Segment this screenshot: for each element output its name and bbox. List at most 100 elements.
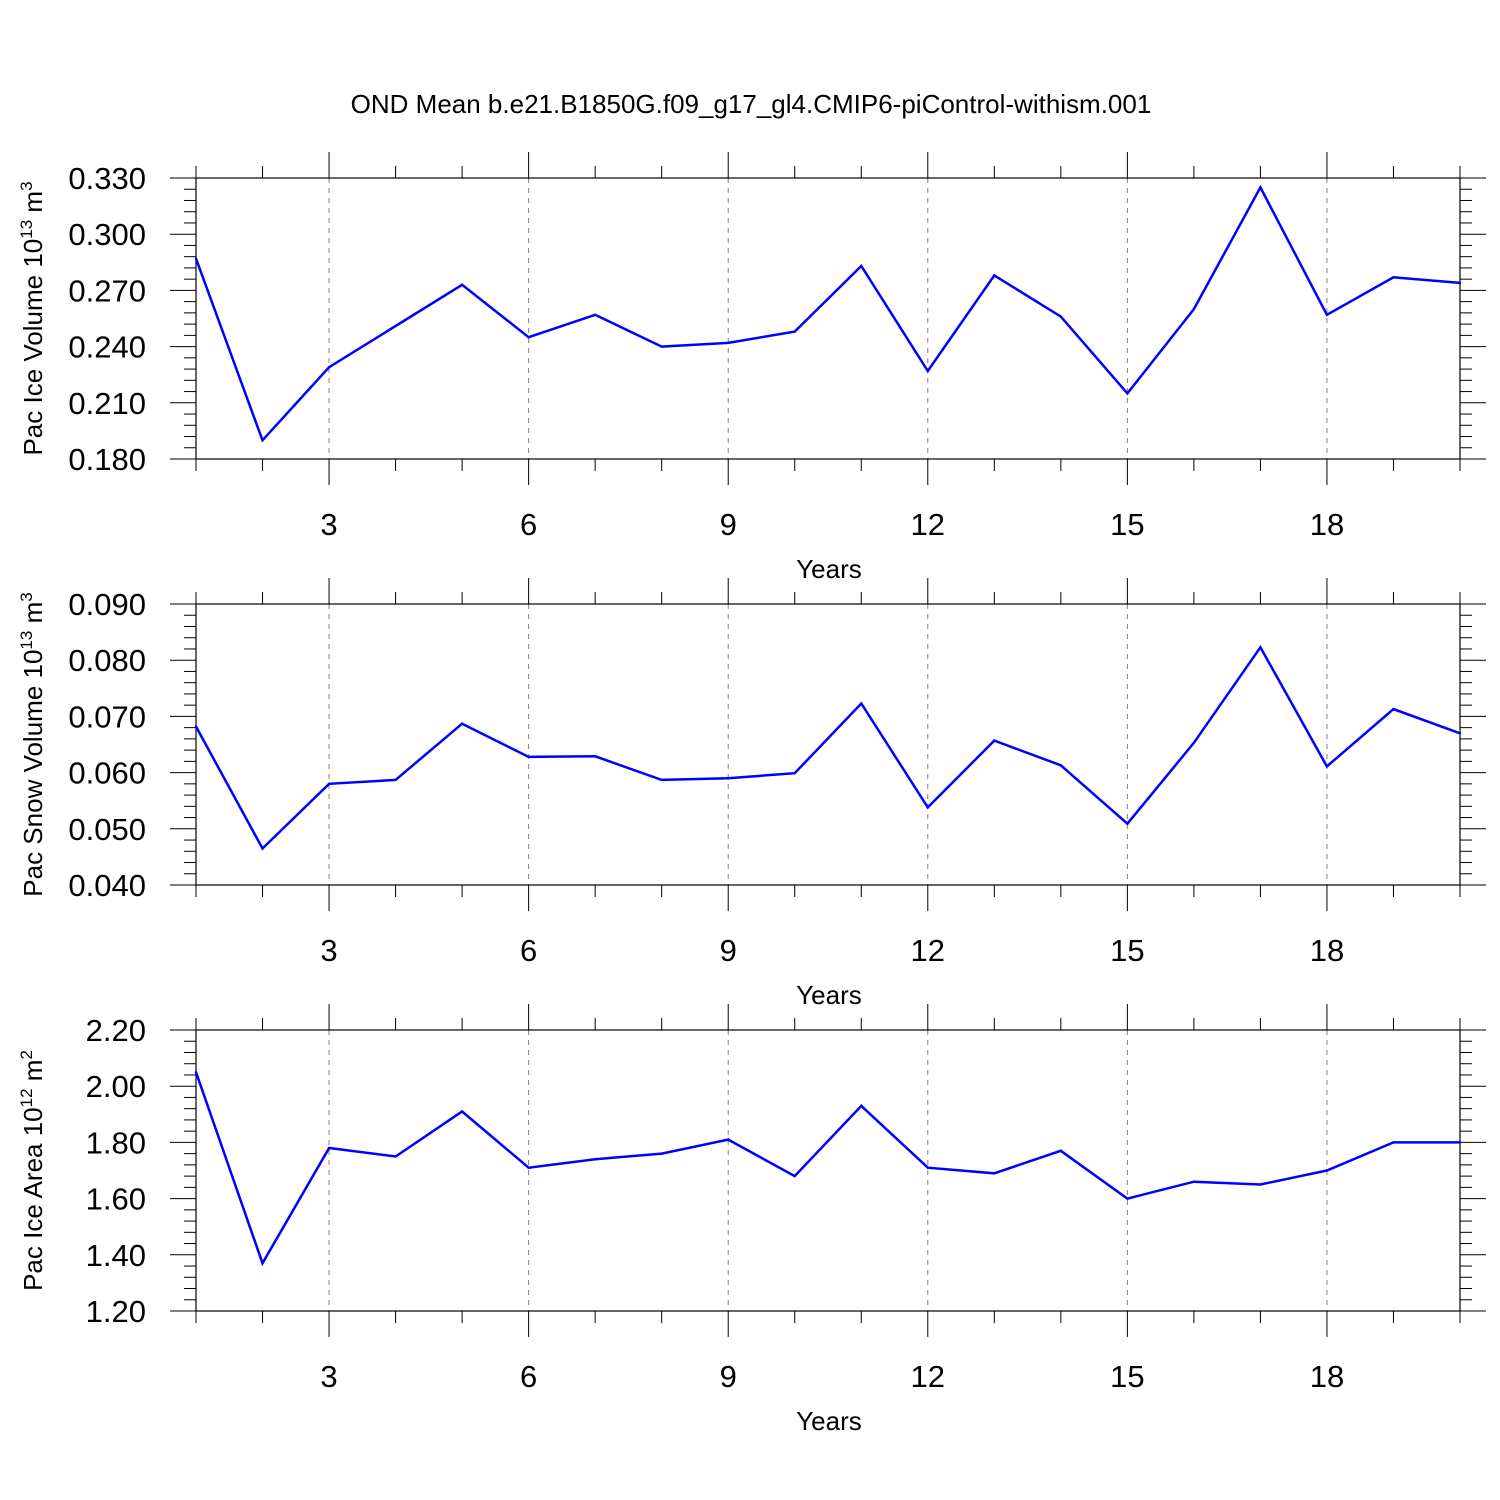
y-axis-title-exponent: 13 <box>17 631 36 650</box>
data-point <box>261 847 264 850</box>
panel-ice-area: 1.20 1.40 1.60 1.80 2.00 2.20 3 6 9 12 15 18 Years Pa… <box>17 1004 1486 1436</box>
series-line-snow-volume <box>194 644 1461 851</box>
data-point <box>1458 281 1462 285</box>
data-point <box>1259 1183 1262 1186</box>
data-point <box>660 778 663 782</box>
data-point <box>394 324 397 328</box>
y-axis-title-main: Pac Snow Volume 10 <box>18 650 48 897</box>
data-point <box>460 722 464 725</box>
y-axis-title: Pac Snow Volume 1013 m3 <box>17 592 48 896</box>
y-tick-label: 1.20 <box>86 1294 146 1329</box>
x-axis-title: Years <box>796 554 862 584</box>
data-point <box>327 366 331 369</box>
y-tick-label: 0.300 <box>68 217 146 252</box>
y-axis-title-main: Pac Ice Volume 10 <box>18 239 48 456</box>
x-tick-label: 6 <box>520 1359 537 1394</box>
data-point <box>527 336 530 339</box>
y-tick-label: 0.090 <box>68 587 146 622</box>
y-axis-title-unit-exponent: 3 <box>17 181 36 190</box>
x-tick-label: 3 <box>320 933 337 968</box>
plot-frame <box>195 603 1461 886</box>
data-point <box>793 1174 796 1178</box>
y-tick-label: 1.80 <box>86 1125 146 1160</box>
plot-frame <box>195 177 1461 460</box>
y-axis-title-unit: m <box>18 602 48 631</box>
y-tick-label: 2.00 <box>86 1069 146 1104</box>
y-axis-title-exponent: 12 <box>17 1088 36 1107</box>
series-line-ice-volume <box>194 184 1461 443</box>
y-tick-label: 0.080 <box>68 643 146 678</box>
x-axis-title: Years <box>796 1406 862 1436</box>
x-tick-label: 15 <box>1110 507 1144 542</box>
y-tick-label: 1.60 <box>86 1182 146 1217</box>
y-tick-label: 0.070 <box>68 699 146 734</box>
data-point <box>1392 1141 1395 1144</box>
data-point <box>793 771 796 775</box>
data-point <box>793 330 796 333</box>
x-tick-label: 18 <box>1310 1359 1344 1394</box>
y-axis-title: Pac Ice Area 1012 m2 <box>17 1050 48 1291</box>
y-tick-label: 0.210 <box>68 386 146 421</box>
y-tick-label: 0.040 <box>68 868 146 903</box>
data-point <box>593 313 597 316</box>
data-point <box>1392 707 1395 711</box>
y-axis-title: Pac Ice Volume 1013 m3 <box>17 181 48 455</box>
data-point <box>860 264 863 268</box>
x-tick-label: 18 <box>1310 933 1344 968</box>
panel-snow-volume: 0.040 0.050 0.060 0.070 0.080 0.090 3 6 9 12 15 18 Y… <box>17 578 1486 1010</box>
data-point <box>327 1146 331 1150</box>
data-point <box>1259 646 1262 649</box>
data-point <box>926 369 929 373</box>
series-line-ice-area <box>194 1071 1460 1267</box>
y-tick-label: 1.40 <box>86 1238 146 1273</box>
y-axis-title-main: Pac Ice Area 10 <box>18 1107 48 1291</box>
data-point <box>993 274 996 277</box>
x-tick-label: 3 <box>320 507 337 542</box>
data-point <box>1192 307 1196 311</box>
data-point <box>194 1070 198 1074</box>
data-point <box>1126 1197 1129 1200</box>
y-axis-title-unit: m <box>18 1060 48 1089</box>
x-tick-label: 15 <box>1110 1359 1144 1394</box>
data-point <box>261 1262 264 1265</box>
data-point <box>1325 1169 1329 1172</box>
y-tick-label: 0.240 <box>68 330 146 365</box>
y-tick-label: 0.060 <box>68 756 146 791</box>
data-point <box>926 1166 929 1169</box>
data-point <box>327 782 331 786</box>
x-tick-label: 9 <box>720 933 737 968</box>
data-point <box>593 1158 597 1161</box>
y-tick-label: 0.330 <box>68 161 146 196</box>
data-point <box>1059 764 1063 767</box>
y-axis-title-unit-exponent: 3 <box>17 592 36 601</box>
data-point <box>660 1152 663 1155</box>
panel-ice-volume: 0.180 0.210 0.240 0.270 0.300 0.330 3 6 9 12 15 18 Y… <box>17 152 1486 584</box>
data-point <box>1458 1141 1462 1144</box>
data-point <box>993 739 996 742</box>
y-tick-label: 0.270 <box>68 273 146 308</box>
x-tick-label: 15 <box>1110 933 1144 968</box>
data-point <box>1059 1149 1063 1153</box>
data-point <box>727 777 730 780</box>
x-tick-label: 12 <box>911 507 945 542</box>
x-tick-label: 3 <box>320 1359 337 1394</box>
data-point <box>727 341 730 345</box>
data-point <box>527 755 530 759</box>
data-point <box>194 725 198 728</box>
data-point <box>727 1138 730 1141</box>
x-tick-label: 6 <box>520 507 537 542</box>
data-point <box>1126 392 1129 395</box>
data-point <box>1259 186 1262 189</box>
data-point <box>1325 313 1329 316</box>
y-axis-title-exponent: 13 <box>17 220 36 239</box>
y-tick-label: 0.050 <box>68 812 146 847</box>
data-point <box>593 755 597 758</box>
y-tick-label: 2.20 <box>86 1013 146 1048</box>
data-point <box>460 1110 464 1113</box>
x-tick-label: 12 <box>911 1359 945 1394</box>
y-axis-title-unit-exponent: 2 <box>17 1050 36 1059</box>
data-point <box>1325 765 1329 768</box>
data-point <box>194 257 198 260</box>
data-point <box>860 1104 863 1108</box>
